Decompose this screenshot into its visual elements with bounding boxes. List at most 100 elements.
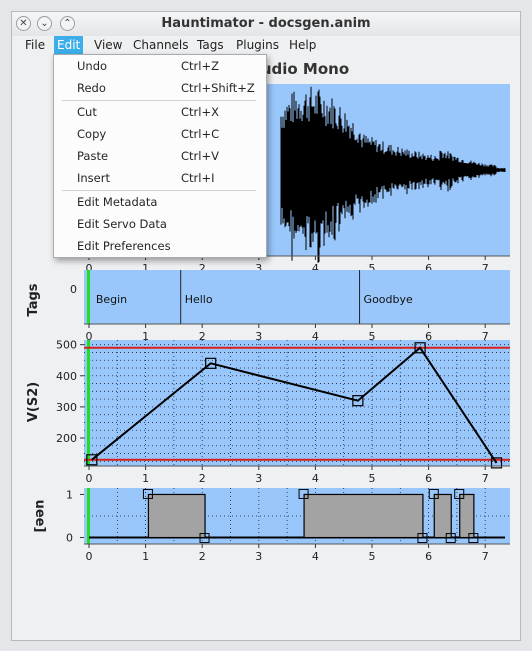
x-tick-label: 5 — [369, 330, 376, 343]
x-tick-label: 7 — [482, 262, 489, 272]
tags-plot-area — [84, 270, 510, 324]
menu-item-undo[interactable]: Undo Ctrl+Z — [54, 55, 264, 77]
tags-ylabel: Tags — [26, 283, 41, 316]
menu-item-edit-metadata[interactable]: Edit Metadata — [54, 191, 264, 213]
menu-item-label: Edit Preferences — [77, 239, 171, 253]
keyframe-handle[interactable] — [199, 533, 210, 544]
menu-item-shortcut: Ctrl+X — [181, 105, 219, 119]
x-tick-label: 2 — [199, 262, 206, 272]
menu-item-edit-servo-data[interactable]: Edit Servo Data — [54, 213, 264, 235]
playhead-cursor[interactable] — [87, 488, 90, 544]
y-tick-label: 300 — [56, 401, 77, 414]
close-icon[interactable]: ✕ — [16, 16, 31, 31]
keyframe-handle[interactable] — [490, 457, 503, 469]
menu-item-shortcut: Ctrl+I — [181, 171, 215, 185]
digital-plot[interactable]: uee] 0 1 2 3 4 5 6 7 1 0 — [15, 488, 520, 563]
x-tick-label: 3 — [255, 262, 262, 272]
servo-ylabel: V(S2) — [26, 382, 41, 422]
x-tick-label: 5 — [369, 550, 376, 563]
menu-item-label: Paste — [77, 149, 109, 163]
tag-label[interactable]: Goodbye — [364, 293, 413, 306]
menu-edit[interactable]: Edit — [54, 36, 84, 54]
menu-item-shortcut: Ctrl+V — [181, 149, 219, 163]
keyframe-handle[interactable] — [428, 488, 439, 499]
tag-label[interactable]: Hello — [185, 293, 213, 306]
playhead-cursor[interactable] — [87, 340, 90, 466]
menu-item-shortcut: Ctrl+Shift+Z — [181, 81, 255, 95]
menu-separator — [62, 190, 256, 191]
minimize-icon[interactable]: ⌄ — [37, 16, 52, 31]
x-tick-label: 4 — [312, 330, 319, 343]
playhead-cursor[interactable] — [87, 270, 90, 324]
keyframe-handle[interactable] — [417, 533, 428, 544]
x-tick-label: 2 — [199, 472, 206, 485]
menu-item-shortcut: Ctrl+Z — [181, 59, 219, 73]
servo-plot[interactable]: V(S2) 0 1 2 3 4 5 6 7 500 400 300 200 — [15, 340, 520, 490]
digital-pulse — [147, 493, 206, 539]
menu-item-label: Redo — [77, 81, 106, 95]
x-tick-label: 4 — [312, 472, 319, 485]
title-bar: ✕ ⌄ ⌃ Hauntimator - docsgen.anim — [12, 12, 520, 36]
y-tick-label: 500 — [56, 340, 77, 352]
keyframe-handle[interactable] — [445, 533, 456, 544]
y-tick-label: 400 — [56, 370, 77, 383]
menu-tags[interactable]: Tags — [197, 38, 224, 52]
x-tick-label: 1 — [142, 550, 149, 563]
menu-item-label: Cut — [77, 105, 97, 119]
x-tick-label: 3 — [255, 330, 262, 343]
x-tick-label: 0 — [86, 330, 93, 343]
x-tick-label: 4 — [312, 550, 319, 563]
menu-item-shortcut: Ctrl+C — [181, 127, 220, 141]
x-tick-label: 2 — [199, 330, 206, 343]
keyframe-handle[interactable] — [414, 342, 426, 354]
digital-pulse — [303, 493, 424, 539]
tag-label[interactable]: Begin — [96, 293, 127, 306]
edit-menu: Undo Ctrl+Z Redo Ctrl+Shift+Z Cut Ctrl+X Co… — [53, 54, 267, 258]
x-tick-label: 2 — [199, 550, 206, 563]
tags-ytick: 0 — [70, 283, 77, 296]
menu-item-paste[interactable]: Paste Ctrl+V — [54, 145, 264, 167]
menu-item-insert[interactable]: Insert Ctrl+I — [54, 167, 264, 189]
servo-curve — [91, 346, 498, 464]
menu-item-redo[interactable]: Redo Ctrl+Shift+Z — [54, 77, 264, 99]
audio-title: udio Mono — [261, 60, 349, 78]
menu-help[interactable]: Help — [289, 38, 317, 52]
x-tick-label: 7 — [482, 550, 489, 563]
keyframe-handle[interactable] — [86, 454, 98, 466]
waveform-path — [280, 86, 506, 263]
menu-item-edit-preferences[interactable]: Edit Preferences — [54, 235, 264, 257]
y-tick-label: 0 — [66, 532, 73, 545]
digital-pulse — [433, 493, 452, 539]
x-tick-label: 0 — [86, 472, 93, 485]
keyframe-handle[interactable] — [468, 533, 479, 544]
keyframe-handle[interactable] — [142, 488, 153, 499]
x-tick-label: 1 — [142, 330, 149, 343]
digital-ylabel: uee] — [32, 500, 47, 533]
menu-channels[interactable]: Channels — [133, 38, 189, 52]
keyframe-handle[interactable] — [298, 488, 309, 499]
y-tick-label: 1 — [66, 488, 73, 501]
x-tick-label: 7 — [482, 472, 489, 485]
keyframe-handle[interactable] — [352, 395, 364, 407]
menu-plugins[interactable]: Plugins — [236, 38, 279, 52]
menu-item-label: Edit Metadata — [77, 195, 158, 209]
digital-pulse — [459, 493, 475, 539]
keyframe-handle[interactable] — [205, 357, 217, 369]
x-tick-label: 6 — [425, 550, 432, 563]
keyframe-handle[interactable] — [454, 488, 465, 499]
menu-item-label: Undo — [77, 59, 108, 73]
menu-separator — [62, 100, 256, 101]
x-tick-label: 7 — [482, 330, 489, 343]
menu-item-cut[interactable]: Cut Ctrl+X — [54, 101, 264, 123]
x-tick-label: 5 — [369, 262, 376, 272]
tags-plot[interactable]: Tags 0 Begin Hello Goodbye 0 1 2 3 4 5 6 7 — [15, 270, 520, 345]
menu-item-copy[interactable]: Copy Ctrl+C — [54, 123, 264, 145]
menu-view[interactable]: View — [94, 38, 123, 52]
audio-waveform — [280, 86, 506, 263]
x-tick-label: 6 — [425, 472, 432, 485]
maximize-icon[interactable]: ⌃ — [60, 16, 75, 31]
menu-file[interactable]: File — [25, 38, 46, 52]
menu-item-label: Edit Servo Data — [77, 217, 167, 231]
x-tick-label: 3 — [255, 550, 262, 563]
servo-plot-area — [84, 340, 510, 466]
